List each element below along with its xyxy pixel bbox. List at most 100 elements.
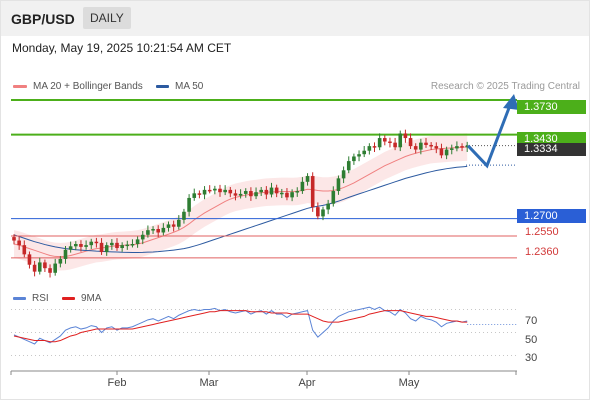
candle-body — [99, 242, 104, 253]
candle-body — [94, 241, 99, 244]
legend-ma9: 9MA — [62, 293, 102, 304]
candle-body — [177, 219, 181, 227]
candle-body — [367, 146, 372, 151]
candle-body — [455, 146, 459, 149]
rsi-tick-30: 30 — [525, 352, 538, 364]
legend-ma50-label: MA 50 — [175, 81, 204, 92]
candle-body — [449, 148, 454, 150]
ma50-swatch-icon — [156, 85, 169, 88]
candle-body — [249, 191, 253, 197]
candle-body — [228, 189, 233, 194]
legend-ma20-label: MA 20 + Bollinger Bands — [33, 81, 143, 92]
candle-body — [439, 148, 444, 156]
time-axis — [10, 370, 517, 375]
candle-body — [130, 244, 135, 246]
candle-body — [305, 176, 310, 182]
candle-body — [192, 193, 197, 198]
candle-body — [352, 156, 356, 162]
candle-body — [37, 262, 42, 272]
candle-body — [120, 245, 124, 249]
rsi-swatch-icon — [13, 297, 26, 300]
candle-body — [233, 193, 238, 196]
candle-body — [182, 211, 186, 220]
candle-body — [280, 192, 284, 195]
candle-body — [326, 203, 330, 210]
candle-body — [135, 239, 140, 244]
pivot-label: 1.2700 — [517, 209, 586, 223]
currency-pair-title: GBP/USD — [11, 11, 75, 27]
legend-ma9-label: 9MA — [81, 293, 102, 304]
candle-body — [151, 229, 155, 231]
header-bar: GBP/USD DAILY — [1, 1, 589, 36]
rsi-line — [13, 306, 468, 345]
candle-body — [84, 245, 88, 247]
rsi-tick-50: 50 — [525, 334, 538, 346]
candle-body — [310, 176, 315, 208]
candle-body — [259, 189, 263, 193]
candle-body — [115, 242, 119, 249]
candle-body — [79, 244, 83, 247]
candle-body — [223, 189, 227, 193]
ma9-swatch-icon — [62, 297, 75, 300]
candle-body — [104, 245, 109, 253]
candlesticks — [12, 129, 469, 278]
candle-body — [187, 197, 191, 212]
candle-body — [295, 191, 300, 193]
resistance-1-label: 1.3430 — [517, 132, 586, 146]
candle-body — [429, 144, 433, 147]
candle-body — [269, 187, 274, 195]
candle-body — [48, 268, 52, 273]
timeframe-badge[interactable]: DAILY — [83, 7, 131, 29]
candle-body — [393, 142, 397, 148]
candle-body — [388, 141, 392, 144]
candle-body — [341, 170, 346, 179]
candle-body — [110, 242, 114, 246]
candle-body — [290, 192, 294, 198]
candle-body — [32, 264, 37, 272]
legend-ma50: MA 50 — [156, 81, 203, 92]
candle-body — [383, 138, 387, 142]
candle-body — [213, 188, 217, 191]
ma20-swatch-icon — [13, 85, 27, 88]
legend-rsi-label: RSI — [32, 293, 49, 304]
candle-body — [43, 262, 47, 269]
candle-body — [264, 189, 269, 195]
candle-body — [398, 133, 403, 148]
ma50-line — [13, 165, 468, 254]
forecast-arrowhead — [503, 94, 519, 111]
legend-rsi: RSI — [13, 293, 49, 304]
candle-body — [413, 146, 418, 150]
candle-body — [74, 244, 78, 247]
candle-body — [58, 258, 63, 264]
candle-body — [408, 138, 413, 147]
candle-body — [12, 237, 16, 241]
candle-body — [321, 209, 325, 217]
candle-body — [140, 234, 145, 240]
month-label-apr: Apr — [298, 377, 316, 389]
candle-body — [238, 193, 243, 196]
candle-body — [331, 191, 336, 204]
rsi-pane — [11, 306, 517, 356]
candle-body — [68, 246, 73, 250]
rsi-tick-70: 70 — [525, 315, 538, 327]
candle-body — [300, 181, 305, 192]
candle-body — [17, 240, 21, 246]
candle-body — [336, 178, 341, 192]
candle-body — [22, 245, 27, 255]
candle-body — [207, 189, 212, 192]
candle-body — [218, 188, 222, 193]
level-lines — [11, 99, 517, 259]
rsi-ma9-line — [13, 310, 468, 343]
candle-body — [377, 138, 382, 148]
candle-body — [357, 154, 361, 157]
candle-body — [27, 254, 32, 265]
candle-body — [161, 227, 166, 233]
forecast-arrow — [466, 94, 519, 169]
timestamp: Monday, May 19, 2025 10:21:54 AM CET — [12, 41, 232, 55]
support-1-label: 1.2550 — [525, 226, 559, 238]
candle-body — [424, 142, 428, 145]
resistance-2-label: 1.3730 — [517, 100, 586, 114]
candle-body — [316, 207, 320, 217]
